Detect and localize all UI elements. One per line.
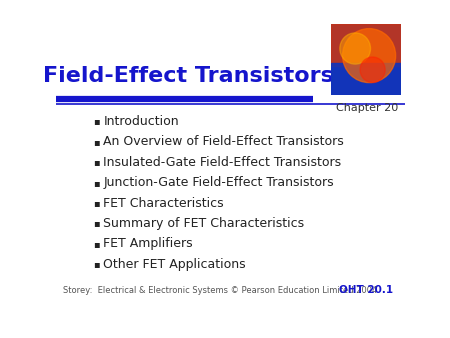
Text: Other FET Applications: Other FET Applications [104,258,246,271]
Text: ▪: ▪ [93,137,99,147]
Text: ▪: ▪ [93,198,99,208]
Bar [331,63,400,95]
Text: ▪: ▪ [93,239,99,249]
Text: ▪: ▪ [93,218,99,228]
Bar [331,24,400,66]
Text: ▪: ▪ [93,116,99,126]
Text: Storey:  Electrical & Electronic Systems © Pearson Education Limited 2004: Storey: Electrical & Electronic Systems … [63,286,377,295]
Text: FET Characteristics: FET Characteristics [104,196,224,210]
Text: An Overview of Field-Effect Transistors: An Overview of Field-Effect Transistors [104,135,344,148]
Text: Introduction: Introduction [104,115,179,128]
Text: Chapter 20: Chapter 20 [336,103,398,113]
Text: Summary of FET Characteristics: Summary of FET Characteristics [104,217,305,230]
Text: Field-Effect Transistors: Field-Effect Transistors [43,66,334,86]
Text: ▪: ▪ [93,157,99,167]
Text: ▪: ▪ [93,259,99,269]
Circle shape [342,29,396,82]
Text: Insulated-Gate Field-Effect Transistors: Insulated-Gate Field-Effect Transistors [104,155,342,169]
Text: Junction-Gate Field-Effect Transistors: Junction-Gate Field-Effect Transistors [104,176,334,189]
Text: FET Amplifiers: FET Amplifiers [104,237,193,250]
Text: ▪: ▪ [93,177,99,188]
Text: OHT 20.1: OHT 20.1 [339,285,393,295]
Circle shape [340,33,370,64]
Circle shape [360,57,385,82]
